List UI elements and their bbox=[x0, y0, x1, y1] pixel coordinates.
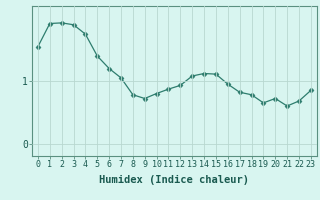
X-axis label: Humidex (Indice chaleur): Humidex (Indice chaleur) bbox=[100, 175, 249, 185]
